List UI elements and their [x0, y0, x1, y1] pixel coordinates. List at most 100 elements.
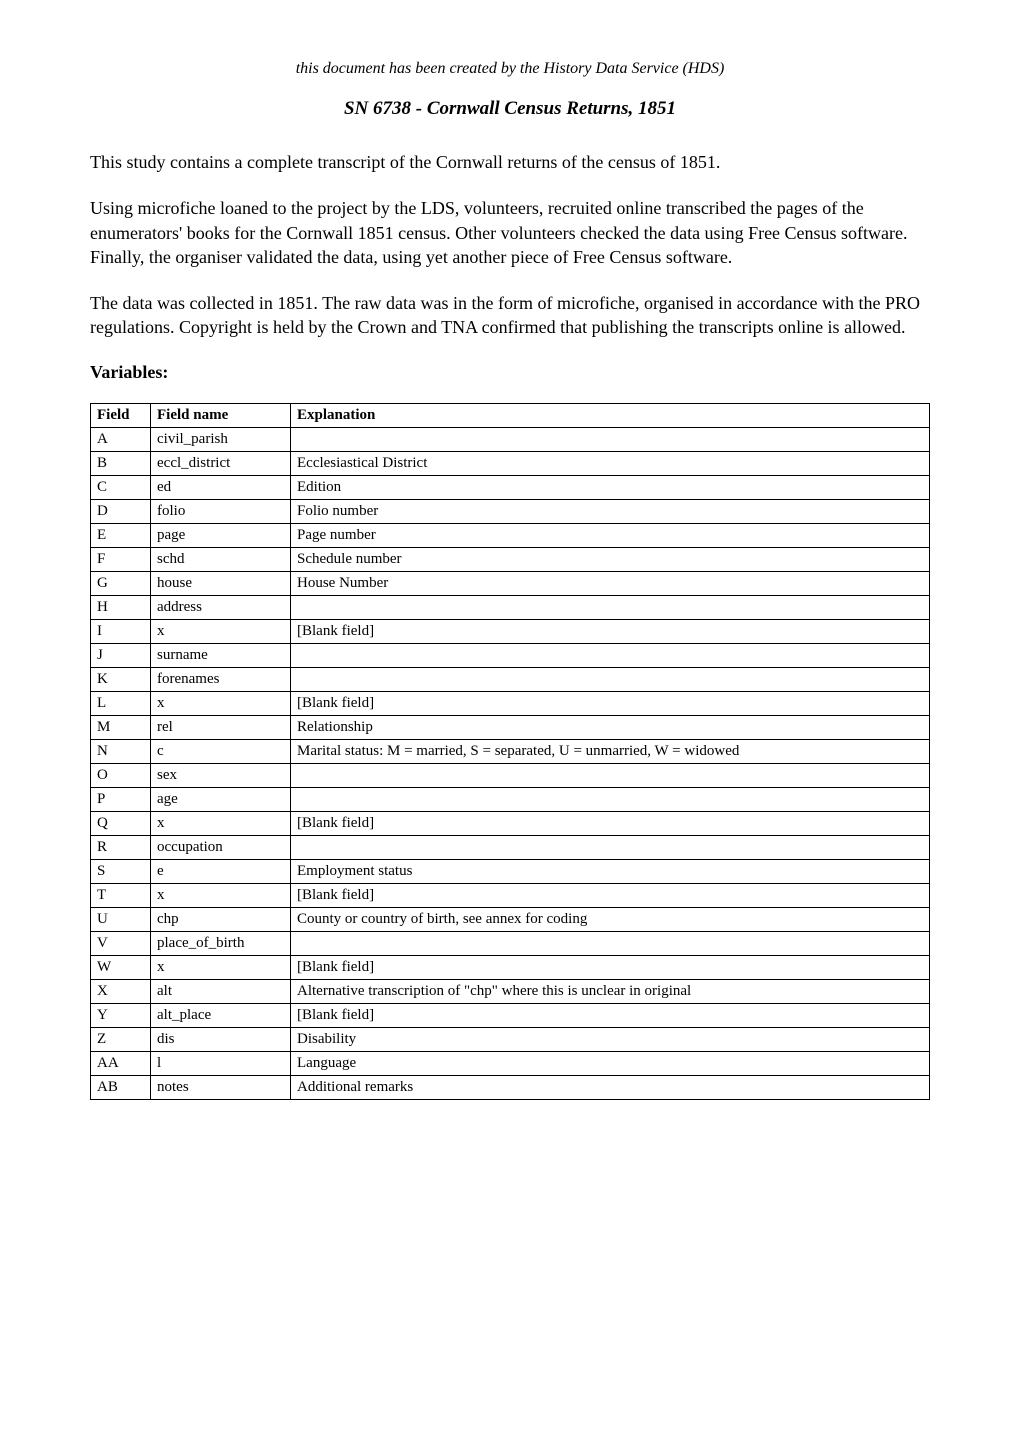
cell-field: D — [91, 499, 151, 523]
cell-explanation: [Blank field] — [291, 955, 930, 979]
cell-field: H — [91, 595, 151, 619]
cell-field: AA — [91, 1051, 151, 1075]
col-header-field-name: Field name — [151, 403, 291, 427]
cell-field-name: notes — [151, 1075, 291, 1099]
cell-field-name: folio — [151, 499, 291, 523]
cell-field-name: address — [151, 595, 291, 619]
table-body: Acivil_parishBeccl_districtEcclesiastica… — [91, 427, 930, 1099]
cell-explanation — [291, 643, 930, 667]
cell-field-name: occupation — [151, 835, 291, 859]
table-row: AAlLanguage — [91, 1051, 930, 1075]
cell-field: Y — [91, 1003, 151, 1027]
cell-explanation: [Blank field] — [291, 1003, 930, 1027]
cell-field-name: x — [151, 811, 291, 835]
cell-explanation — [291, 667, 930, 691]
table-row: Wx[Blank field] — [91, 955, 930, 979]
cell-explanation: Edition — [291, 475, 930, 499]
cell-field: B — [91, 451, 151, 475]
cell-field: S — [91, 859, 151, 883]
table-row: ZdisDisability — [91, 1027, 930, 1051]
table-row: DfolioFolio number — [91, 499, 930, 523]
cell-field-name: chp — [151, 907, 291, 931]
cell-explanation — [291, 835, 930, 859]
table-row: Jsurname — [91, 643, 930, 667]
cell-explanation — [291, 787, 930, 811]
cell-field: Z — [91, 1027, 151, 1051]
cell-field: E — [91, 523, 151, 547]
table-row: Acivil_parish — [91, 427, 930, 451]
cell-field-name: x — [151, 955, 291, 979]
cell-field: M — [91, 715, 151, 739]
table-header-row: Field Field name Explanation — [91, 403, 930, 427]
table-row: EpagePage number — [91, 523, 930, 547]
header-subtitle: this document has been created by the Hi… — [90, 60, 930, 78]
cell-explanation: Schedule number — [291, 547, 930, 571]
cell-field: G — [91, 571, 151, 595]
cell-field-name: c — [151, 739, 291, 763]
cell-field-name: sex — [151, 763, 291, 787]
cell-field: T — [91, 883, 151, 907]
cell-field: L — [91, 691, 151, 715]
cell-field-name: rel — [151, 715, 291, 739]
cell-field: U — [91, 907, 151, 931]
table-row: Haddress — [91, 595, 930, 619]
table-row: Beccl_districtEcclesiastical District — [91, 451, 930, 475]
cell-explanation: [Blank field] — [291, 811, 930, 835]
paragraph-2: Using microfiche loaned to the project b… — [90, 196, 930, 269]
cell-explanation: Folio number — [291, 499, 930, 523]
cell-explanation: Additional remarks — [291, 1075, 930, 1099]
cell-field-name: alt_place — [151, 1003, 291, 1027]
cell-field: Q — [91, 811, 151, 835]
table-row: Osex — [91, 763, 930, 787]
cell-explanation: Marital status: M = married, S = separat… — [291, 739, 930, 763]
cell-field: C — [91, 475, 151, 499]
cell-explanation: Page number — [291, 523, 930, 547]
cell-explanation: [Blank field] — [291, 883, 930, 907]
cell-field-name: civil_parish — [151, 427, 291, 451]
cell-explanation — [291, 931, 930, 955]
cell-field-name: x — [151, 619, 291, 643]
cell-field: V — [91, 931, 151, 955]
cell-field-name: age — [151, 787, 291, 811]
col-header-explanation: Explanation — [291, 403, 930, 427]
document-title: SN 6738 - Cornwall Census Returns, 1851 — [90, 98, 930, 120]
cell-field-name: house — [151, 571, 291, 595]
cell-explanation: Employment status — [291, 859, 930, 883]
cell-field: O — [91, 763, 151, 787]
cell-field: A — [91, 427, 151, 451]
table-row: UchpCounty or country of birth, see anne… — [91, 907, 930, 931]
cell-field: X — [91, 979, 151, 1003]
cell-field-name: x — [151, 883, 291, 907]
cell-field-name: forenames — [151, 667, 291, 691]
cell-explanation: County or country of birth, see annex fo… — [291, 907, 930, 931]
cell-field: K — [91, 667, 151, 691]
cell-field-name: surname — [151, 643, 291, 667]
cell-explanation: Alternative transcription of "chp" where… — [291, 979, 930, 1003]
table-row: NcMarital status: M = married, S = separ… — [91, 739, 930, 763]
paragraph-3: The data was collected in 1851. The raw … — [90, 291, 930, 340]
cell-explanation: House Number — [291, 571, 930, 595]
paragraph-1: This study contains a complete transcrip… — [90, 150, 930, 174]
cell-explanation: [Blank field] — [291, 619, 930, 643]
cell-field-name: schd — [151, 547, 291, 571]
table-row: Vplace_of_birth — [91, 931, 930, 955]
table-row: FschdSchedule number — [91, 547, 930, 571]
cell-explanation: [Blank field] — [291, 691, 930, 715]
cell-field: R — [91, 835, 151, 859]
variables-header: Variables: — [90, 362, 930, 383]
cell-field: AB — [91, 1075, 151, 1099]
cell-explanation: Ecclesiastical District — [291, 451, 930, 475]
cell-field: W — [91, 955, 151, 979]
cell-field-name: dis — [151, 1027, 291, 1051]
cell-explanation — [291, 763, 930, 787]
cell-field-name: eccl_district — [151, 451, 291, 475]
table-row: Roccupation — [91, 835, 930, 859]
cell-field-name: alt — [151, 979, 291, 1003]
table-row: XaltAlternative transcription of "chp" w… — [91, 979, 930, 1003]
table-row: Lx[Blank field] — [91, 691, 930, 715]
cell-field: J — [91, 643, 151, 667]
table-row: CedEdition — [91, 475, 930, 499]
col-header-field: Field — [91, 403, 151, 427]
cell-field-name: ed — [151, 475, 291, 499]
cell-field-name: place_of_birth — [151, 931, 291, 955]
